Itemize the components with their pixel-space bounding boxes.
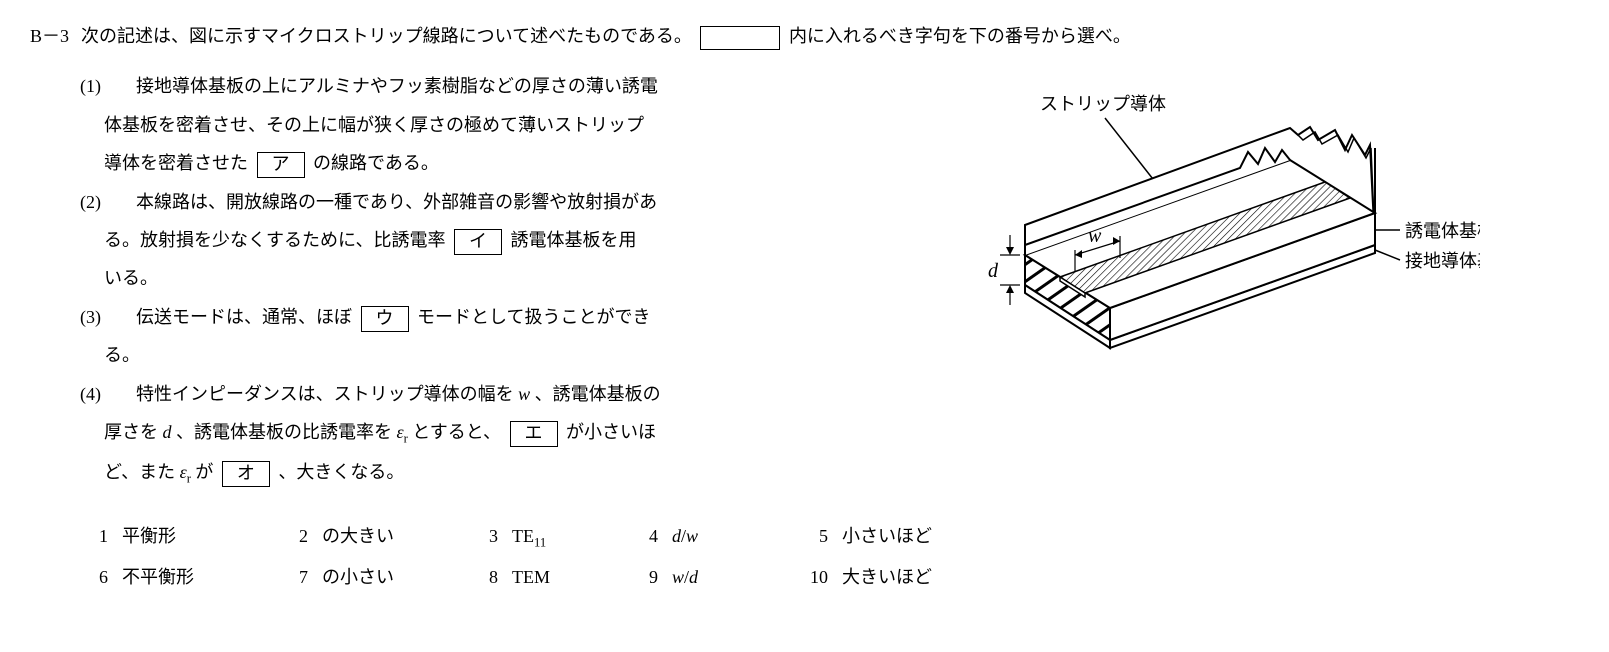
blank-a: ア	[257, 152, 305, 178]
choice-4: 4 d/w	[630, 520, 800, 554]
choice-10: 10 大きいほど	[800, 561, 980, 593]
question-text: 次の記述は、図に示すマイクロストリップ線路について述べたものである。 内に入れる…	[81, 20, 1131, 52]
item-1-text: 接地導体基板の上にアルミナやフッ素樹脂などの厚さの薄い誘電	[136, 70, 890, 102]
choice-6: 6 不平衡形	[80, 561, 280, 593]
item-3: (3) 伝送モードは、通常、ほぼ ウ モードとして扱うことができ	[80, 301, 890, 333]
item-2-cont2: いる。	[80, 262, 890, 294]
choice-9: 9 w/d	[630, 561, 800, 593]
item-3-cont: る。	[80, 339, 890, 371]
choice-row-2: 6 不平衡形 7 の小さい 8 TEM 9 w/d 10 大きいほど	[80, 561, 1579, 593]
var-eps2: ε	[180, 462, 187, 482]
blank-u: ウ	[361, 306, 409, 332]
choice-2: 2 の大きい	[280, 520, 470, 554]
item-2-number: (2)	[80, 186, 136, 218]
question-number: B－3	[30, 20, 69, 52]
var-eps-sub2: r	[187, 472, 191, 486]
item-3-text: 伝送モードは、通常、ほぼ ウ モードとして扱うことができ	[136, 301, 890, 333]
diagram-var-w: w	[1088, 225, 1102, 247]
item-4-cont: 厚さを d 、誘電体基板の比誘電率を εr とすると、 エ が小さいほ	[80, 416, 890, 450]
item-2-cont: る。放射損を少なくするために、比誘電率 イ 誘電体基板を用	[80, 224, 890, 256]
item-4-number: (4)	[80, 378, 136, 410]
diagram-column: ストリップ導体	[920, 70, 1480, 496]
diagram-var-d: d	[988, 260, 999, 282]
choice-row-1: 1 平衡形 2 の大きい 3 TE11 4 d/w 5 小さいほど	[80, 520, 1579, 554]
item-1: (1) 接地導体基板の上にアルミナやフッ素樹脂などの厚さの薄い誘電	[80, 70, 890, 102]
choice-3: 3 TE11	[470, 520, 630, 554]
item-4-cont2: ど、また εr が オ 、大きくなる。	[80, 456, 890, 490]
choice-5: 5 小さいほど	[800, 520, 980, 554]
content-area: (1) 接地導体基板の上にアルミナやフッ素樹脂などの厚さの薄い誘電 体基板を密着…	[30, 70, 1579, 496]
blank-i: イ	[454, 229, 502, 255]
var-d: d	[163, 422, 172, 442]
blank-e: エ	[510, 421, 558, 447]
item-1-cont2: 導体を密着させた ア の線路である。	[80, 147, 890, 179]
item-1-number: (1)	[80, 70, 136, 102]
example-blank-box	[700, 26, 780, 50]
var-eps-sub: r	[404, 432, 408, 446]
microstrip-diagram: ストリップ導体	[920, 80, 1480, 380]
var-w: w	[518, 384, 530, 404]
choice-1: 1 平衡形	[80, 520, 280, 554]
item-4: (4) 特性インピーダンスは、ストリップ導体の幅を w 、誘電体基板の	[80, 378, 890, 410]
choice-7: 7 の小さい	[280, 561, 470, 593]
item-4-text: 特性インピーダンスは、ストリップ導体の幅を w 、誘電体基板の	[136, 378, 890, 410]
var-eps: ε	[397, 422, 404, 442]
choice-8: 8 TEM	[470, 561, 630, 593]
question-header: B－3 次の記述は、図に示すマイクロストリップ線路について述べたものである。 内…	[30, 20, 1579, 52]
choices: 1 平衡形 2 の大きい 3 TE11 4 d/w 5 小さいほど 6 不平衡形…	[30, 520, 1579, 593]
label-strip: ストリップ導体	[1040, 94, 1166, 114]
item-2: (2) 本線路は、開放線路の一種であり、外部雑音の影響や放射損があ	[80, 186, 890, 218]
label-ground: 接地導体基板	[1405, 251, 1480, 271]
item-1-cont: 体基板を密着させ、その上に幅が狭く厚さの極めて薄いストリップ	[80, 109, 890, 141]
item-3-number: (3)	[80, 301, 136, 333]
blank-o: オ	[222, 461, 270, 487]
text-column: (1) 接地導体基板の上にアルミナやフッ素樹脂などの厚さの薄い誘電 体基板を密着…	[30, 70, 890, 496]
label-dielectric: 誘電体基板	[1405, 221, 1480, 241]
item-2-text: 本線路は、開放線路の一種であり、外部雑音の影響や放射損があ	[136, 186, 890, 218]
